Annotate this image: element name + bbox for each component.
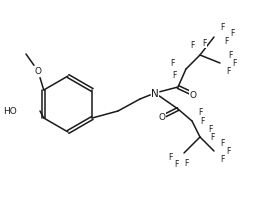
Text: F: F (226, 67, 230, 76)
Text: F: F (190, 41, 194, 50)
Text: F: F (170, 59, 174, 68)
Text: F: F (220, 138, 224, 147)
Text: O: O (35, 67, 42, 76)
Text: F: F (168, 153, 172, 162)
Text: F: F (174, 160, 178, 169)
Text: F: F (198, 108, 202, 117)
Text: N: N (151, 88, 159, 99)
Text: F: F (220, 23, 224, 32)
Text: F: F (224, 37, 228, 46)
Text: F: F (228, 51, 232, 60)
Text: F: F (184, 159, 188, 168)
Text: F: F (202, 39, 206, 48)
Text: F: F (172, 71, 176, 80)
Text: F: F (220, 155, 224, 164)
Text: F: F (226, 147, 230, 156)
Text: HO: HO (3, 107, 17, 116)
Text: F: F (208, 125, 212, 134)
Text: F: F (232, 59, 236, 68)
Text: F: F (230, 29, 234, 38)
Text: O: O (190, 90, 197, 99)
Text: F: F (200, 117, 204, 126)
Text: O: O (159, 113, 166, 122)
Text: F: F (210, 133, 214, 142)
